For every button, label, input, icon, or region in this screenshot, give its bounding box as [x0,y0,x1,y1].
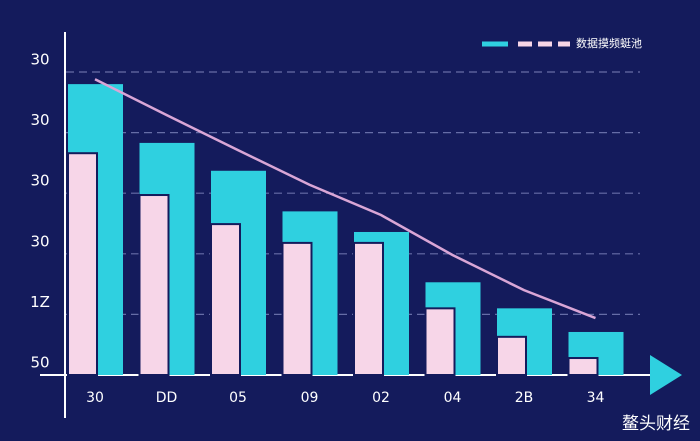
x-tick-label: 04 [444,390,462,406]
y-tick-label: 30 [30,172,49,190]
x-tick-label: 34 [587,390,605,406]
x-tick-label: 30 [86,390,104,406]
x-tick-label: 05 [229,390,247,406]
bar [567,357,599,377]
x-tick-label: 02 [372,390,390,406]
watermark: 鳌头财经 [622,414,690,434]
y-tick-label: 1Z [30,293,50,311]
x-tick-label: DD [156,390,178,406]
bar [210,223,241,376]
y-tick-label: 30 [30,111,49,129]
bar [138,194,170,376]
line [94,78,596,320]
x-tick-label: 2B [515,390,534,406]
bar [424,307,456,376]
bar [353,241,384,376]
legend-label: 数据摸频蜓池 [576,36,642,50]
y-tick-label: 30 [30,51,49,69]
bar [496,335,527,376]
y-tick-label: 50 [30,354,49,372]
x-tick-label: 09 [301,390,319,406]
axis-arrow [650,355,682,395]
bar [67,152,98,376]
y-tick-label: 30 [30,232,49,250]
bar [281,241,313,376]
